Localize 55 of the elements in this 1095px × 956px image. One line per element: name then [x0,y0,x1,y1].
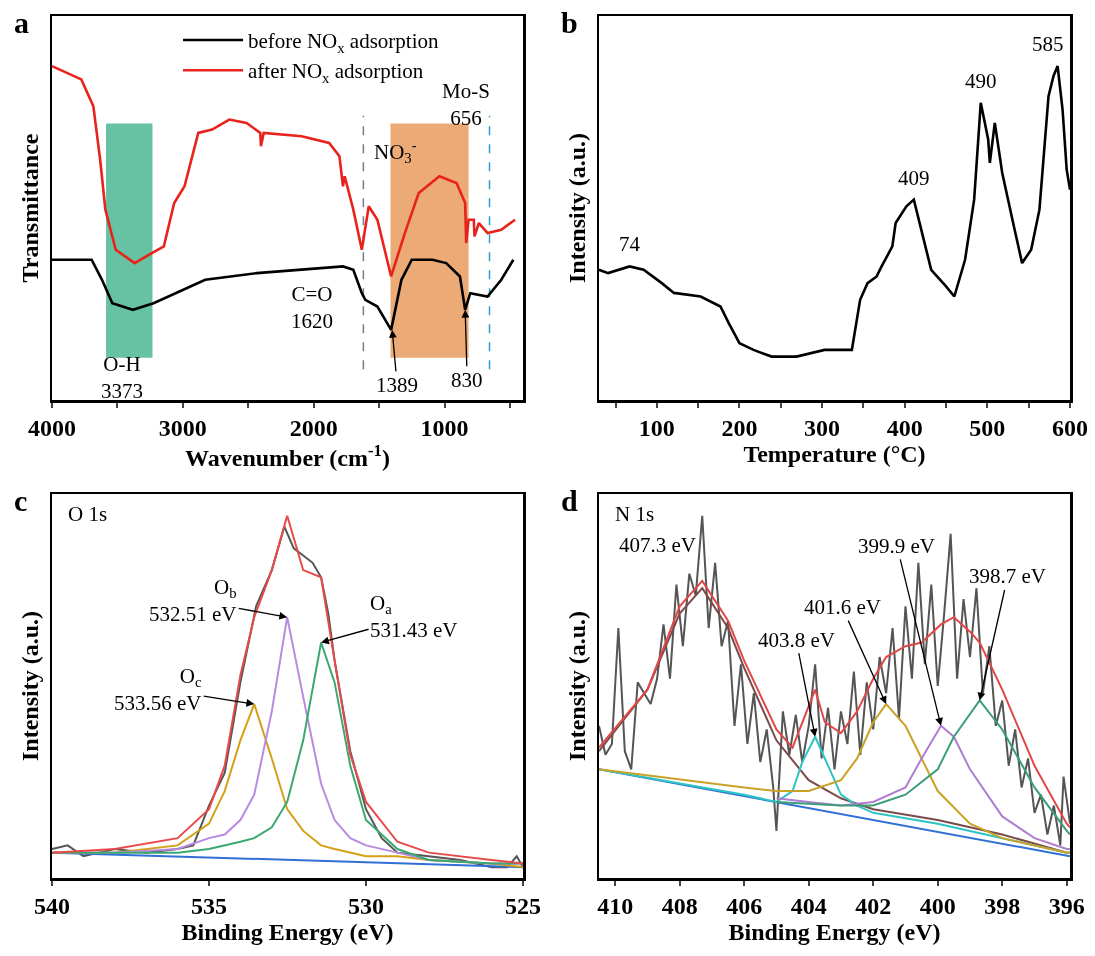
x-tick-label: 535 [191,893,227,920]
x-tick-label: 408 [661,893,698,920]
x-tick-label: 400 [886,415,923,442]
annotation: 407.3 eV [619,533,696,557]
annotation: 830 [451,368,483,392]
x-axis-title: Temperature (°C) [743,441,926,468]
y-axis-title: Transmittance [17,133,44,283]
annotation: 399.9 eV [858,534,935,558]
annotation: O$_{a}$ 531.43 eV [370,591,458,643]
annotation: 409 [898,166,930,190]
y-axis-title: Intensity (a.u.) [564,132,591,284]
x-tick-label: 410 [597,893,634,920]
annotation: 398.7 eV [969,564,1046,588]
annotation: N 1s [615,502,655,526]
x-tick-label: 540 [34,893,70,920]
x-tick-label: 200 [721,415,758,442]
x-tick-label: 530 [348,893,384,920]
legend-label: after NO$_{x}$ adsorption [248,59,424,86]
annotation: O$_{c}$ 533.56 eV [114,664,202,716]
x-tick-label: 1000 [420,415,469,442]
annotation: 403.8 eV [758,628,835,652]
x-tick-label: 2000 [289,415,338,442]
annotation: 490 [965,69,997,93]
y-axis-title: Intensity (a.u.) [17,610,44,762]
text: b [561,6,578,39]
x-tick-label: 406 [726,893,763,920]
x-tick-label: 396 [1048,893,1085,920]
x-tick-label: 500 [969,415,1006,442]
x-tick-label: 3000 [158,415,207,442]
x-axis-title: Binding Energy (eV) [181,919,394,946]
annotation: 585 [1032,32,1064,56]
annotation: 74 [619,232,641,256]
annotation: O-H 3373 [101,352,143,404]
text: c [14,484,28,517]
x-axis-title: Wavenumber (cm$^{-1}$) [185,441,390,472]
x-tick-label: 600 [1052,415,1088,442]
text: a [14,6,29,39]
annotation: O$_{b}$ 532.51 eV [149,575,237,627]
x-tick-label: 404 [790,893,827,920]
annotation: 1389 [376,373,418,397]
y-axis-title: Intensity (a.u.) [564,610,591,762]
annotation: C=O 1620 [291,282,333,334]
x-tick-label: 4000 [28,415,76,442]
x-tick-label: 300 [804,415,841,442]
x-tick-label: 525 [505,893,541,920]
x-tick-label: 100 [638,415,675,442]
annotation: O 1s [68,502,108,526]
annotation: Mo-S 656 [442,79,490,131]
annotation: 401.6 eV [804,595,881,619]
text: d [561,484,578,517]
x-tick-label: 400 [919,893,956,920]
x-axis-title: Binding Energy (eV) [728,919,941,946]
legend-label: before NO$_{x}$ adsorption [248,29,440,56]
x-tick-label: 402 [855,893,892,920]
x-tick-label: 398 [984,893,1021,920]
